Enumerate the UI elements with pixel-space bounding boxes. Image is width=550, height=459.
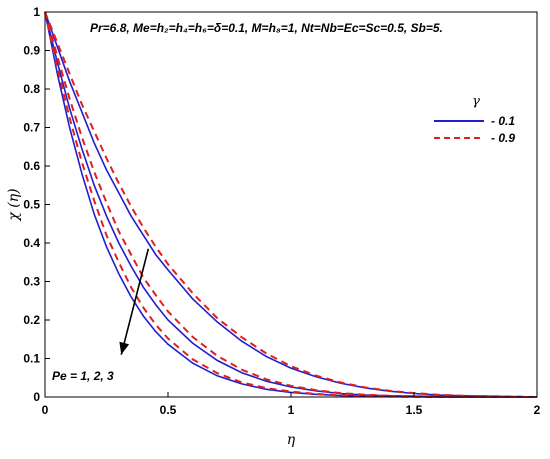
pe-annotation: Pe = 1, 2, 3 — [52, 369, 114, 383]
y-tick-label-3: 0.3 — [23, 275, 40, 289]
y-tick-label-10: 1 — [33, 5, 40, 19]
y-tick-label-2: 0.2 — [23, 313, 40, 327]
y-ticks: 0 0.1 0.2 0.3 0.4 0.5 0.6 0.7 0.8 0.9 1 — [23, 5, 50, 404]
y-tick-label-8: 0.8 — [23, 82, 40, 96]
y-tick-label-0: 0 — [33, 390, 40, 404]
trend-arrow-shaft — [120, 248, 150, 355]
x-tick-label-2: 1 — [288, 403, 295, 417]
parameters-annotation: Pr=6.8, Me=h₂=h₄=h₆=δ=0.1, M=h₈=1, Nt=Nb… — [90, 21, 443, 35]
series-line-1 — [44, 11, 538, 398]
y-tick-label-7: 0.7 — [23, 121, 40, 135]
legend-title: γ — [472, 94, 480, 109]
x-tick-label-4: 2 — [534, 403, 541, 417]
trend-arrow — [119, 248, 150, 355]
x-tick-label-0: 0 — [42, 403, 49, 417]
y-tick-label-1: 0.1 — [23, 352, 40, 366]
x-tick-label-3: 1.5 — [406, 403, 423, 417]
legend: γ - 0.1 - 0.9 — [434, 94, 515, 145]
y-tick-label-9: 0.9 — [23, 44, 40, 58]
legend-label-solid: - 0.1 — [491, 114, 515, 128]
y-axis-label: χ (η) — [6, 188, 22, 221]
y-tick-label-5: 0.5 — [23, 198, 40, 212]
x-axis-label: η — [287, 432, 296, 448]
series-line-5 — [44, 11, 537, 398]
trend-arrow-head — [119, 341, 130, 355]
legend-label-dashed: - 0.9 — [491, 131, 515, 145]
y-tick-label-6: 0.6 — [23, 159, 40, 173]
x-ticks: 0 0.5 1 1.5 2 — [42, 392, 541, 417]
y-tick-label-4: 0.4 — [23, 236, 40, 250]
x-tick-label-1: 0.5 — [160, 403, 177, 417]
